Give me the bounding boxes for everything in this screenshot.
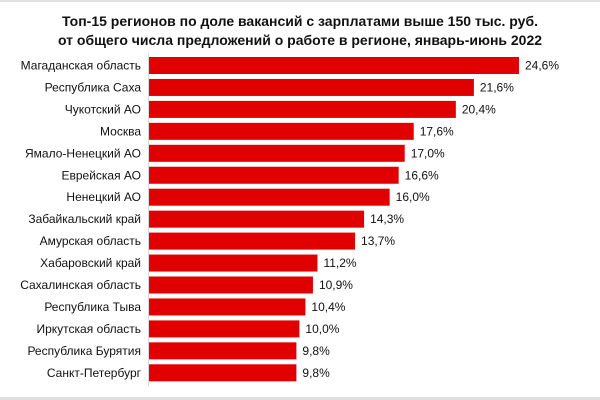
bar: [149, 166, 399, 184]
bar: [149, 188, 390, 206]
data-label: 17,6%: [420, 124, 454, 138]
category-label: Республика Тыва: [44, 300, 141, 314]
category-label: Магаданская область: [21, 59, 141, 73]
data-label: 14,3%: [370, 212, 404, 226]
bar: [149, 342, 297, 360]
data-label: 11,2%: [323, 256, 356, 270]
chart-title-line2: от общего числа предложений о работе в р…: [57, 32, 543, 48]
bar: [149, 276, 313, 294]
data-label: 16,6%: [405, 168, 439, 182]
category-label: Республика Саха: [45, 80, 142, 94]
bar: [149, 320, 300, 338]
bar: [149, 57, 519, 74]
category-label: Забайкальский край: [28, 212, 141, 226]
data-label: 24,6%: [525, 59, 559, 73]
data-label: 10,9%: [319, 278, 353, 292]
data-label: 10,4%: [311, 300, 345, 314]
bar: [149, 254, 318, 272]
data-label: 17,0%: [411, 146, 445, 160]
category-label: Сахалинская область: [20, 278, 141, 292]
category-label: Ямало-Ненецкий АО: [25, 146, 141, 160]
bar: [149, 122, 414, 140]
category-label: Иркутская область: [37, 322, 142, 336]
bar: [149, 364, 297, 382]
category-label: Республика Бурятия: [27, 344, 141, 358]
category-label: Москва: [100, 124, 141, 138]
chart-title: Топ-15 регионов по доле вакансий с зарпл…: [0, 12, 600, 50]
bar: [149, 298, 306, 316]
data-label: 13,7%: [361, 234, 395, 248]
category-label: Санкт-Петербург: [47, 366, 142, 380]
data-label: 20,4%: [462, 102, 496, 116]
category-label: Амурская область: [40, 234, 141, 248]
bar: [149, 210, 365, 228]
data-label: 16,0%: [396, 190, 430, 204]
bar: [149, 144, 405, 162]
chart-title-line1: Топ-15 регионов по доле вакансий с зарпл…: [62, 13, 538, 29]
top-border: [0, 0, 600, 2]
data-label: 21,6%: [480, 80, 514, 94]
bar: [149, 232, 356, 250]
bottom-border: [0, 397, 600, 400]
bar: [149, 78, 474, 96]
category-label: Ненецкий АО: [66, 190, 141, 204]
category-label: Хабаровский край: [40, 256, 141, 270]
data-label: 9,8%: [302, 366, 330, 380]
data-label: 10,0%: [305, 322, 339, 336]
category-label: Еврейская АО: [61, 168, 141, 182]
category-label: Чукотский АО: [65, 102, 141, 116]
bar: [149, 100, 456, 118]
data-label: 9,8%: [302, 344, 330, 358]
